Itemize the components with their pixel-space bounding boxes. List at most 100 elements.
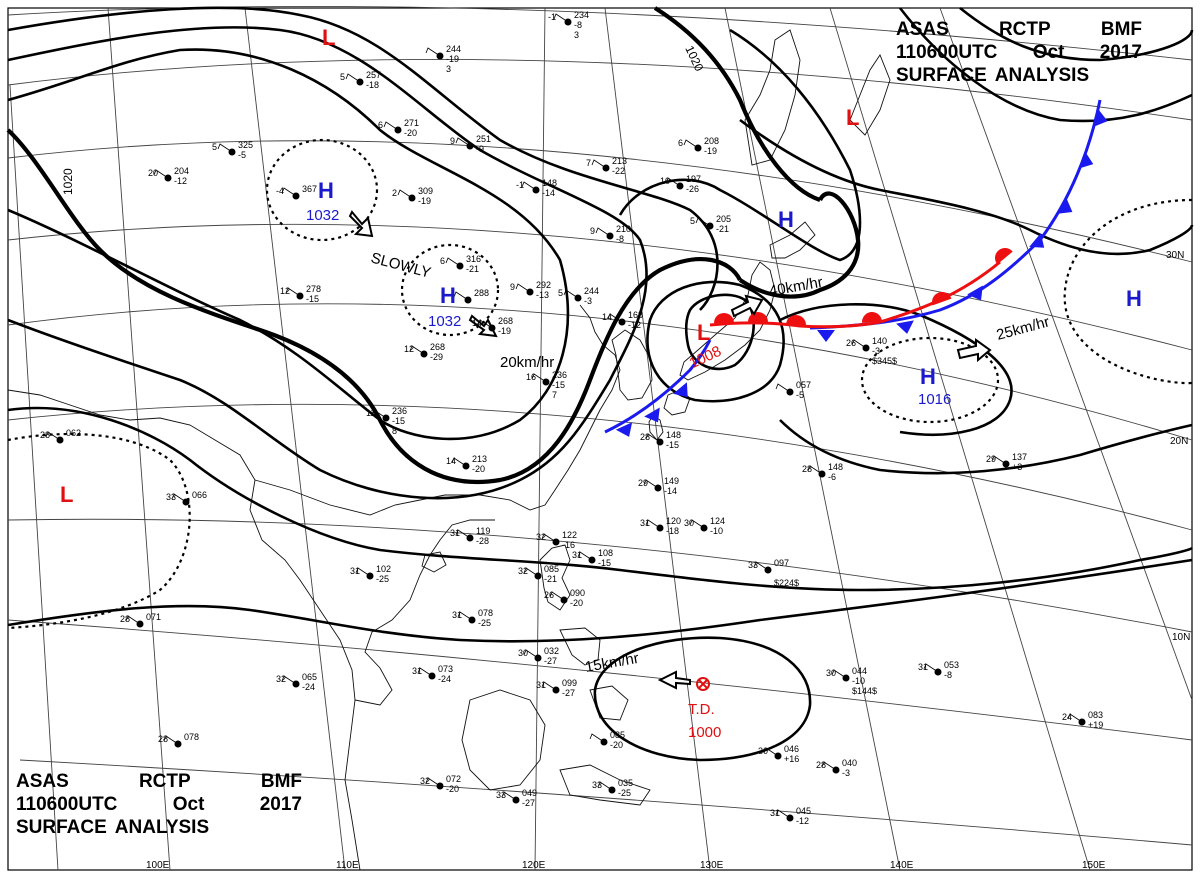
station-pressure: 197 bbox=[686, 174, 701, 184]
cold-front-triangle-icon bbox=[673, 382, 688, 398]
graticule bbox=[7, 5, 1193, 871]
station-tendency: -28 bbox=[476, 536, 489, 546]
station-pressure: 168 bbox=[628, 310, 643, 320]
station-tendency: -21 bbox=[544, 574, 557, 584]
station-tendency: -19 bbox=[418, 196, 431, 206]
japan-honshu bbox=[679, 261, 776, 381]
header-title-word: SURFACE bbox=[896, 65, 987, 86]
cold-front-triangle-icon bbox=[1093, 109, 1108, 127]
borneo-island bbox=[461, 689, 546, 791]
wind-barb-icon bbox=[163, 735, 179, 745]
header-title-word: ANALYSIS bbox=[114, 817, 210, 838]
station-temperature: 28 bbox=[640, 432, 650, 442]
station-pressure: 124 bbox=[710, 516, 725, 526]
station-tendency: -10 bbox=[852, 676, 865, 686]
hainan-island bbox=[421, 551, 447, 573]
station-pressure: 148 bbox=[828, 462, 843, 472]
station-temperature: 28 bbox=[802, 464, 812, 474]
isobar-3 bbox=[7, 6, 719, 311]
station-plot: 197-26 10 bbox=[660, 174, 701, 194]
tropical-depression-symbol bbox=[696, 677, 710, 691]
motion-arrow-40kmhr bbox=[730, 294, 764, 318]
bold-isobars bbox=[6, 6, 861, 484]
station-plot: 046+16 30 bbox=[758, 744, 799, 764]
station-pressure: 090 bbox=[570, 588, 585, 598]
wind-barb-icon bbox=[665, 177, 681, 187]
low-center-letter: L bbox=[60, 482, 73, 507]
station-plot: 099-27 31 bbox=[536, 678, 577, 698]
wind-barb-icon bbox=[171, 493, 187, 503]
td-pressure: 1000 bbox=[688, 724, 721, 741]
warm-front-line bbox=[709, 320, 881, 329]
station-tendency: -19 bbox=[498, 326, 511, 336]
station-tendency: -8 bbox=[616, 234, 624, 244]
station-temperature: 6 bbox=[378, 120, 383, 130]
isobars bbox=[7, 6, 1194, 762]
wind-barb-icon bbox=[451, 457, 467, 467]
cold-front-triangle-icon bbox=[967, 285, 983, 301]
station-plot: 083+19 24 bbox=[1062, 710, 1103, 730]
wind-barb-icon bbox=[345, 73, 361, 83]
wind-barb-icon bbox=[417, 667, 433, 677]
latitude-line-5n bbox=[7, 619, 1193, 741]
wind-barb-icon bbox=[689, 519, 705, 529]
motion-arrow-20kmhr bbox=[468, 314, 498, 338]
wind-barb-icon bbox=[991, 455, 1007, 465]
header-station-code: RCTP bbox=[138, 771, 191, 792]
header-line-title: SURFACE ANALYSIS bbox=[16, 816, 302, 839]
station-temperature: 29 bbox=[986, 454, 996, 464]
station-tendency: -15 bbox=[306, 294, 319, 304]
station-temperature: 5 bbox=[690, 216, 695, 226]
station-temperature: 31 bbox=[918, 662, 928, 672]
station-plot: 213-20 14 bbox=[446, 454, 487, 474]
isobar-1020-west bbox=[6, 128, 742, 484]
station-pressure: 149 bbox=[664, 476, 679, 486]
station-pressure: 053 bbox=[944, 660, 959, 670]
chart-header-top: ASAS RCTP BMF 110600UTC Oct 2017 SURFACE… bbox=[896, 18, 1142, 87]
station-temperature: 6 bbox=[678, 138, 683, 148]
station-plot: 204-12 20 bbox=[148, 166, 189, 186]
header-month: Oct bbox=[172, 794, 205, 815]
isobar-1 bbox=[7, 48, 570, 441]
station-tendency: -25 bbox=[618, 788, 631, 798]
wind-barb-icon bbox=[445, 257, 461, 267]
station-tendency: -15 bbox=[598, 558, 611, 568]
station-plot: 085-20 bbox=[589, 730, 625, 750]
wind-barb-icon bbox=[753, 561, 769, 571]
station-temperature: 28 bbox=[40, 430, 50, 440]
station-pressure: 072 bbox=[446, 774, 461, 784]
wind-barb-icon bbox=[425, 777, 441, 787]
wind-barb-icon bbox=[383, 121, 399, 131]
latitude-line-0 bbox=[19, 759, 1193, 846]
cold-front-triangle-icon bbox=[1078, 151, 1094, 169]
isobar-low-loop-2 bbox=[646, 280, 785, 403]
station-pressure: 066 bbox=[192, 490, 207, 500]
wind-barb-icon bbox=[541, 681, 557, 691]
station-temperature: 12 bbox=[404, 344, 414, 354]
station-tendency: -24 bbox=[302, 682, 315, 692]
header-title-word: ANALYSIS bbox=[994, 65, 1090, 86]
wind-barb-icon bbox=[153, 169, 169, 179]
low-center-letter: L bbox=[697, 320, 710, 345]
header-title-word: SURFACE bbox=[16, 817, 107, 838]
indonesia-islands bbox=[559, 764, 651, 806]
longitude-line-90e bbox=[9, 84, 59, 871]
warm-front-semicircle-icon bbox=[714, 313, 734, 323]
station-tendency: -19 bbox=[446, 54, 459, 64]
cold-front-triangle-icon bbox=[615, 422, 633, 437]
high-center-letter: H bbox=[920, 364, 936, 389]
station-tendency: -21 bbox=[716, 224, 729, 234]
station-pressure: 205 bbox=[716, 214, 731, 224]
station-tendency: -22 bbox=[612, 166, 625, 176]
isobar-10 bbox=[739, 118, 1194, 256]
station-temperature: 14 bbox=[602, 312, 612, 322]
station-temperature: 31 bbox=[536, 680, 546, 690]
station-temperature: 30 bbox=[758, 746, 768, 756]
station-plot: 210-8 9 bbox=[590, 224, 631, 244]
station-tendency: -13 bbox=[536, 290, 549, 300]
station-pressure: 137 bbox=[1012, 452, 1027, 462]
station-temperature: 28 bbox=[816, 760, 826, 770]
station-pressure: 035 bbox=[618, 778, 633, 788]
lon-label-100e: 100E bbox=[146, 860, 170, 871]
